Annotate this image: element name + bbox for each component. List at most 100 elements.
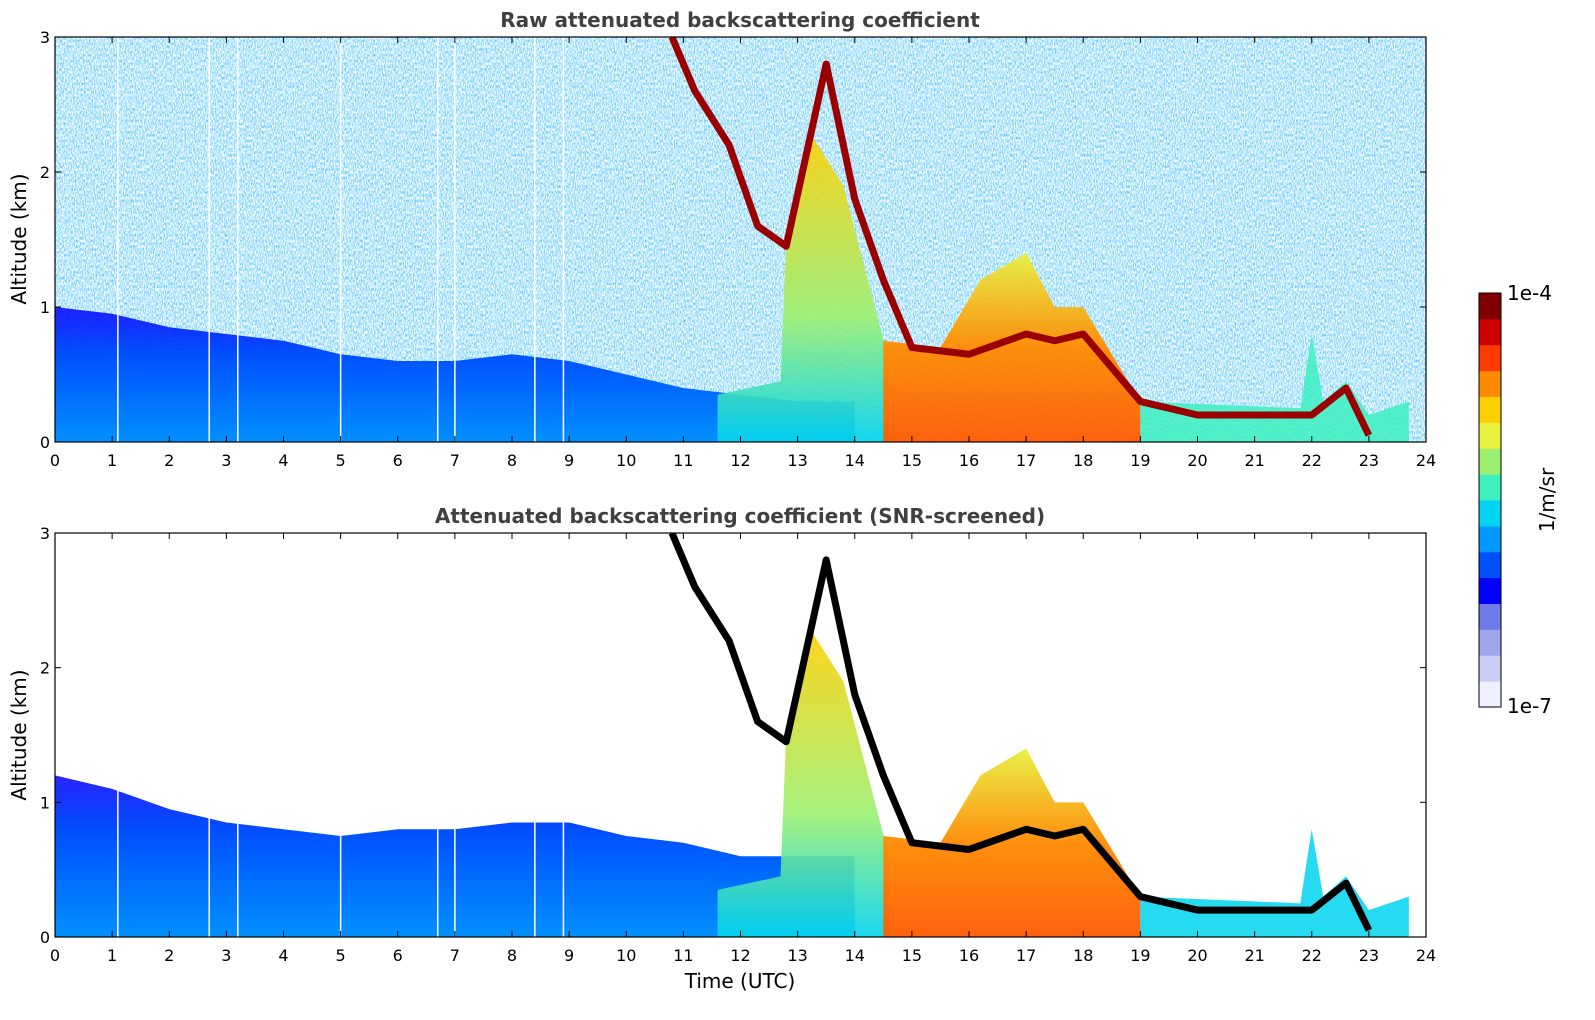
x-tick-label: 18	[1073, 451, 1093, 470]
x-tick-label: 4	[278, 946, 288, 965]
y-tick-label: 0	[40, 928, 50, 947]
x-tick-label: 14	[845, 451, 865, 470]
x-tick-label: 0	[50, 451, 60, 470]
x-tick-label: 6	[393, 451, 403, 470]
x-tick-label: 7	[450, 451, 460, 470]
y-tick-label: 2	[40, 163, 50, 182]
x-tick-label: 24	[1416, 451, 1436, 470]
panel-screened-title: Attenuated backscattering coefficient (S…	[435, 504, 1045, 528]
panel-raw-y-axis: 0 1 2 3	[40, 28, 1426, 452]
y-tick-label: 3	[40, 524, 50, 543]
x-tick-label: 17	[1016, 451, 1036, 470]
colorbar-cell	[1479, 655, 1501, 682]
panel-raw-image	[55, 37, 1426, 442]
x-tick-label: 20	[1187, 946, 1207, 965]
y-tick-label: 1	[40, 793, 50, 812]
x-tick-label: 8	[507, 946, 517, 965]
panel-raw-ylabel: Altitude (km)	[7, 173, 31, 304]
x-tick-label: 3	[221, 946, 231, 965]
x-tick-label: 5	[336, 451, 346, 470]
colorbar-max-label: 1e-4	[1507, 281, 1552, 305]
x-tick-label: 15	[902, 451, 922, 470]
panel-screened-ylabel: Altitude (km)	[7, 669, 31, 800]
x-tick-label: 17	[1016, 946, 1036, 965]
y-tick-label: 0	[40, 433, 50, 452]
colorbar-cell	[1479, 500, 1501, 527]
x-tick-label: 22	[1302, 451, 1322, 470]
x-tick-label: 20	[1187, 451, 1207, 470]
cloud-layer-trace	[668, 37, 1373, 437]
colorbar-cell	[1479, 525, 1501, 553]
low-cloud-block	[883, 748, 1141, 937]
x-tick-label: 23	[1359, 946, 1379, 965]
x-tick-label: 9	[564, 946, 574, 965]
colorbar-cell	[1479, 474, 1501, 501]
panel-screened-layers	[55, 533, 1409, 937]
x-tick-label: 23	[1359, 451, 1379, 470]
x-tick-label: 9	[564, 451, 574, 470]
x-tick-label: 21	[1244, 451, 1264, 470]
x-tick-label: 19	[1130, 451, 1150, 470]
colorbar-cell	[1479, 370, 1501, 397]
colorbar-cell	[1479, 318, 1501, 346]
x-tick-label: 11	[673, 946, 693, 965]
panel-screened-image	[55, 533, 1426, 937]
x-tick-label: 4	[278, 451, 288, 470]
x-tick-label: 10	[616, 946, 636, 965]
colorbar-cell	[1479, 448, 1501, 475]
panel-raw-x-axis: 0 1 2 3 4 5 6 7 8 9 10 11 12 13 14 15 16 17 18 19 20 21 22 23 24	[50, 37, 1436, 470]
x-tick-label: 7	[450, 946, 460, 965]
convective-plume	[717, 131, 890, 442]
colorbar-cell	[1479, 422, 1501, 449]
panel-raw-title: Raw attenuated backscattering coefficien…	[500, 8, 980, 32]
x-tick-label: 6	[393, 946, 403, 965]
x-tick-label: 13	[787, 451, 807, 470]
colorbar-cell	[1479, 629, 1501, 656]
x-tick-label: 1	[107, 451, 117, 470]
x-tick-label: 19	[1130, 946, 1150, 965]
convective-plume	[717, 627, 890, 937]
panel-screened-x-axis: 0 1 2 3 4 5 6 7 8 9 10 11 12 13 14 15 16 17 18 19 20 21 22 23 24	[50, 533, 1436, 965]
x-tick-label: 0	[50, 946, 60, 965]
panel-screened-xlabel: Time (UTC)	[684, 969, 796, 993]
colorbar-cell	[1479, 293, 1501, 320]
colorbar: 1e-4 1e-7 1/m/sr	[1478, 281, 1559, 718]
x-tick-label: 18	[1073, 946, 1093, 965]
x-tick-label: 24	[1416, 946, 1436, 965]
colorbar-cell	[1479, 396, 1501, 423]
x-tick-label: 16	[959, 946, 979, 965]
panel-raw-layers	[55, 37, 1409, 442]
colorbar-scale	[1479, 293, 1501, 708]
x-tick-label: 2	[164, 451, 174, 470]
colorbar-cell	[1479, 577, 1501, 604]
colorbar-cell	[1479, 551, 1501, 579]
x-tick-label: 21	[1244, 946, 1264, 965]
x-tick-label: 8	[507, 451, 517, 470]
x-tick-label: 11	[673, 451, 693, 470]
colorbar-cell	[1479, 344, 1501, 372]
y-tick-label: 2	[40, 659, 50, 678]
x-tick-label: 12	[730, 946, 750, 965]
cloud-layer-trace	[668, 533, 1373, 932]
y-tick-label: 1	[40, 298, 50, 317]
x-tick-label: 5	[336, 946, 346, 965]
colorbar-cell	[1479, 681, 1501, 708]
low-cloud-block	[883, 253, 1141, 442]
x-tick-label: 10	[616, 451, 636, 470]
x-tick-label: 12	[730, 451, 750, 470]
colorbar-min-label: 1e-7	[1507, 694, 1552, 718]
y-tick-label: 3	[40, 28, 50, 47]
panel-screened-y-axis: 0 1 2 3	[40, 524, 1426, 947]
x-tick-label: 14	[845, 946, 865, 965]
x-tick-label: 13	[787, 946, 807, 965]
x-tick-label: 1	[107, 946, 117, 965]
panel-screened: Attenuated backscattering coefficient (S…	[7, 504, 1436, 993]
x-tick-label: 3	[221, 451, 231, 470]
panel-raw: Raw attenuated backscattering coefficien…	[7, 8, 1436, 470]
x-tick-label: 16	[959, 451, 979, 470]
x-tick-label: 15	[902, 946, 922, 965]
x-tick-label: 22	[1302, 946, 1322, 965]
colorbar-cell	[1479, 603, 1501, 630]
colorbar-frame	[1478, 292, 1502, 708]
